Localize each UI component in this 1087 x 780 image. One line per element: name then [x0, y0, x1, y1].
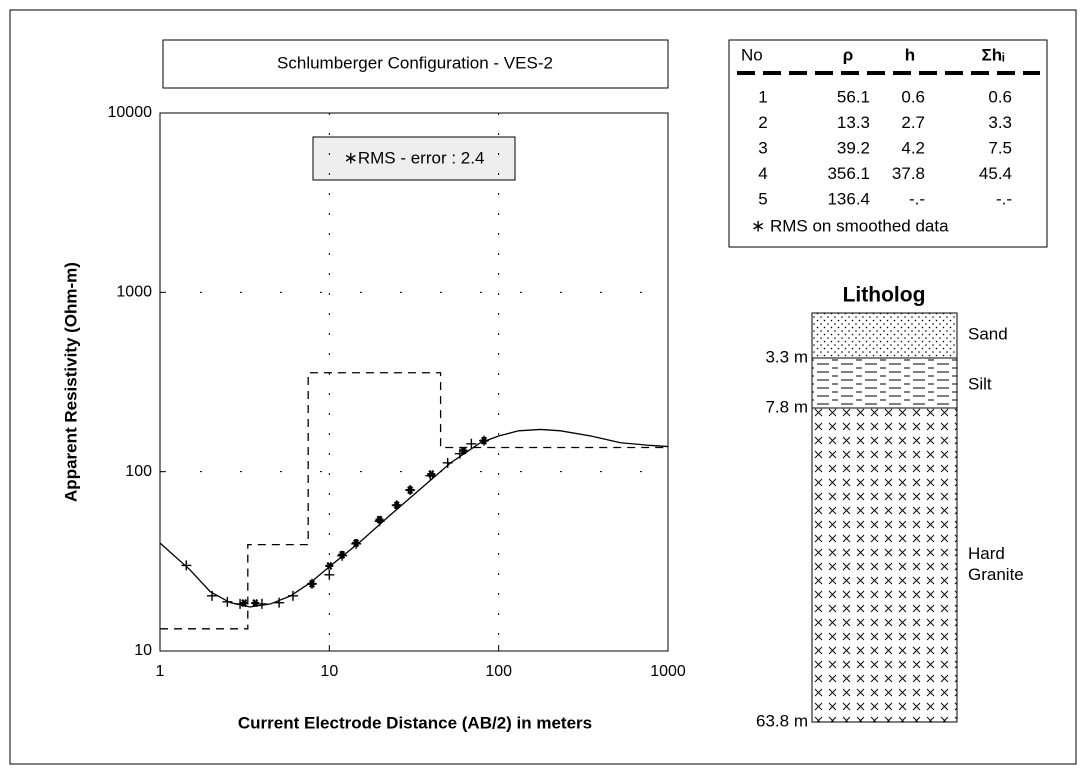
lith-depth: 7.8 m [765, 397, 808, 416]
litholog-title: Litholog [843, 284, 926, 307]
table-cell: 13.3 [837, 113, 870, 132]
y-tick-label: 100 [125, 463, 152, 480]
table-cell: 37.8 [892, 164, 925, 183]
table-note: ∗ RMS on smoothed data [751, 216, 949, 235]
table-cell: 4 [758, 164, 767, 183]
x-tick-label: 10 [320, 663, 338, 680]
data-point [324, 570, 334, 580]
lith-layer-name: Silt [968, 374, 992, 393]
lith-layer-name: Hard [968, 544, 1005, 563]
table-cell: 356.1 [827, 164, 870, 183]
table-cell: 136.4 [827, 189, 870, 208]
table-cell: 1 [758, 87, 767, 106]
chart-title: Schlumberger Configuration - VES-2 [277, 53, 553, 72]
y-tick-label: 10000 [108, 104, 153, 121]
x-tick-label: 1 [156, 663, 165, 680]
data-point [222, 597, 232, 607]
lith-layer [812, 313, 957, 358]
table-cell: 3 [758, 138, 767, 157]
y-tick-label: 1000 [116, 284, 152, 301]
table-cell: 4.2 [901, 138, 925, 157]
table-cell: 2 [758, 113, 767, 132]
curve [160, 429, 668, 607]
table-cell: 0.6 [988, 87, 1012, 106]
x-tick-label: 1000 [650, 663, 686, 680]
lith-layer-name: Granite [968, 565, 1024, 584]
lith-layer [812, 408, 957, 722]
table-cell: 39.2 [837, 138, 870, 157]
x-tick-label: 100 [485, 663, 512, 680]
lith-depth: 3.3 m [765, 347, 808, 366]
table-cell: 7.5 [988, 138, 1012, 157]
table-header: h [905, 45, 915, 64]
lith-depth: 63.8 m [756, 711, 808, 730]
table-header: No [741, 45, 763, 64]
table-header: Σhᵢ [982, 45, 1005, 64]
table-header: ρ [843, 45, 854, 64]
annotation: ∗RMS - error : 2.4 [344, 148, 485, 167]
x-axis-label: Current Electrode Distance (AB/2) in met… [238, 713, 592, 732]
y-axis-label: Apparent Resistivity (Ohm-m) [61, 262, 80, 502]
lith-layer-name: Sand [968, 324, 1008, 343]
table-cell: -.- [909, 189, 925, 208]
plot-area [160, 113, 668, 651]
table-cell: 3.3 [988, 113, 1012, 132]
table-cell: 45.4 [979, 164, 1012, 183]
table-cell: 0.6 [901, 87, 925, 106]
y-tick-label: 10 [134, 642, 152, 659]
table-cell: 5 [758, 189, 767, 208]
page: Schlumberger Configuration - VES-2 Curre… [0, 0, 1087, 775]
table-cell: 2.7 [901, 113, 925, 132]
lith-layer [812, 358, 957, 408]
table-cell: -.- [996, 189, 1012, 208]
table-cell: 56.1 [837, 87, 870, 106]
data-point [207, 591, 217, 601]
model-line [160, 373, 668, 629]
data-point [443, 458, 453, 468]
litholog: Sand 3.3 m Silt 7.8 m Hard Granite 63.8 m [756, 313, 1024, 730]
